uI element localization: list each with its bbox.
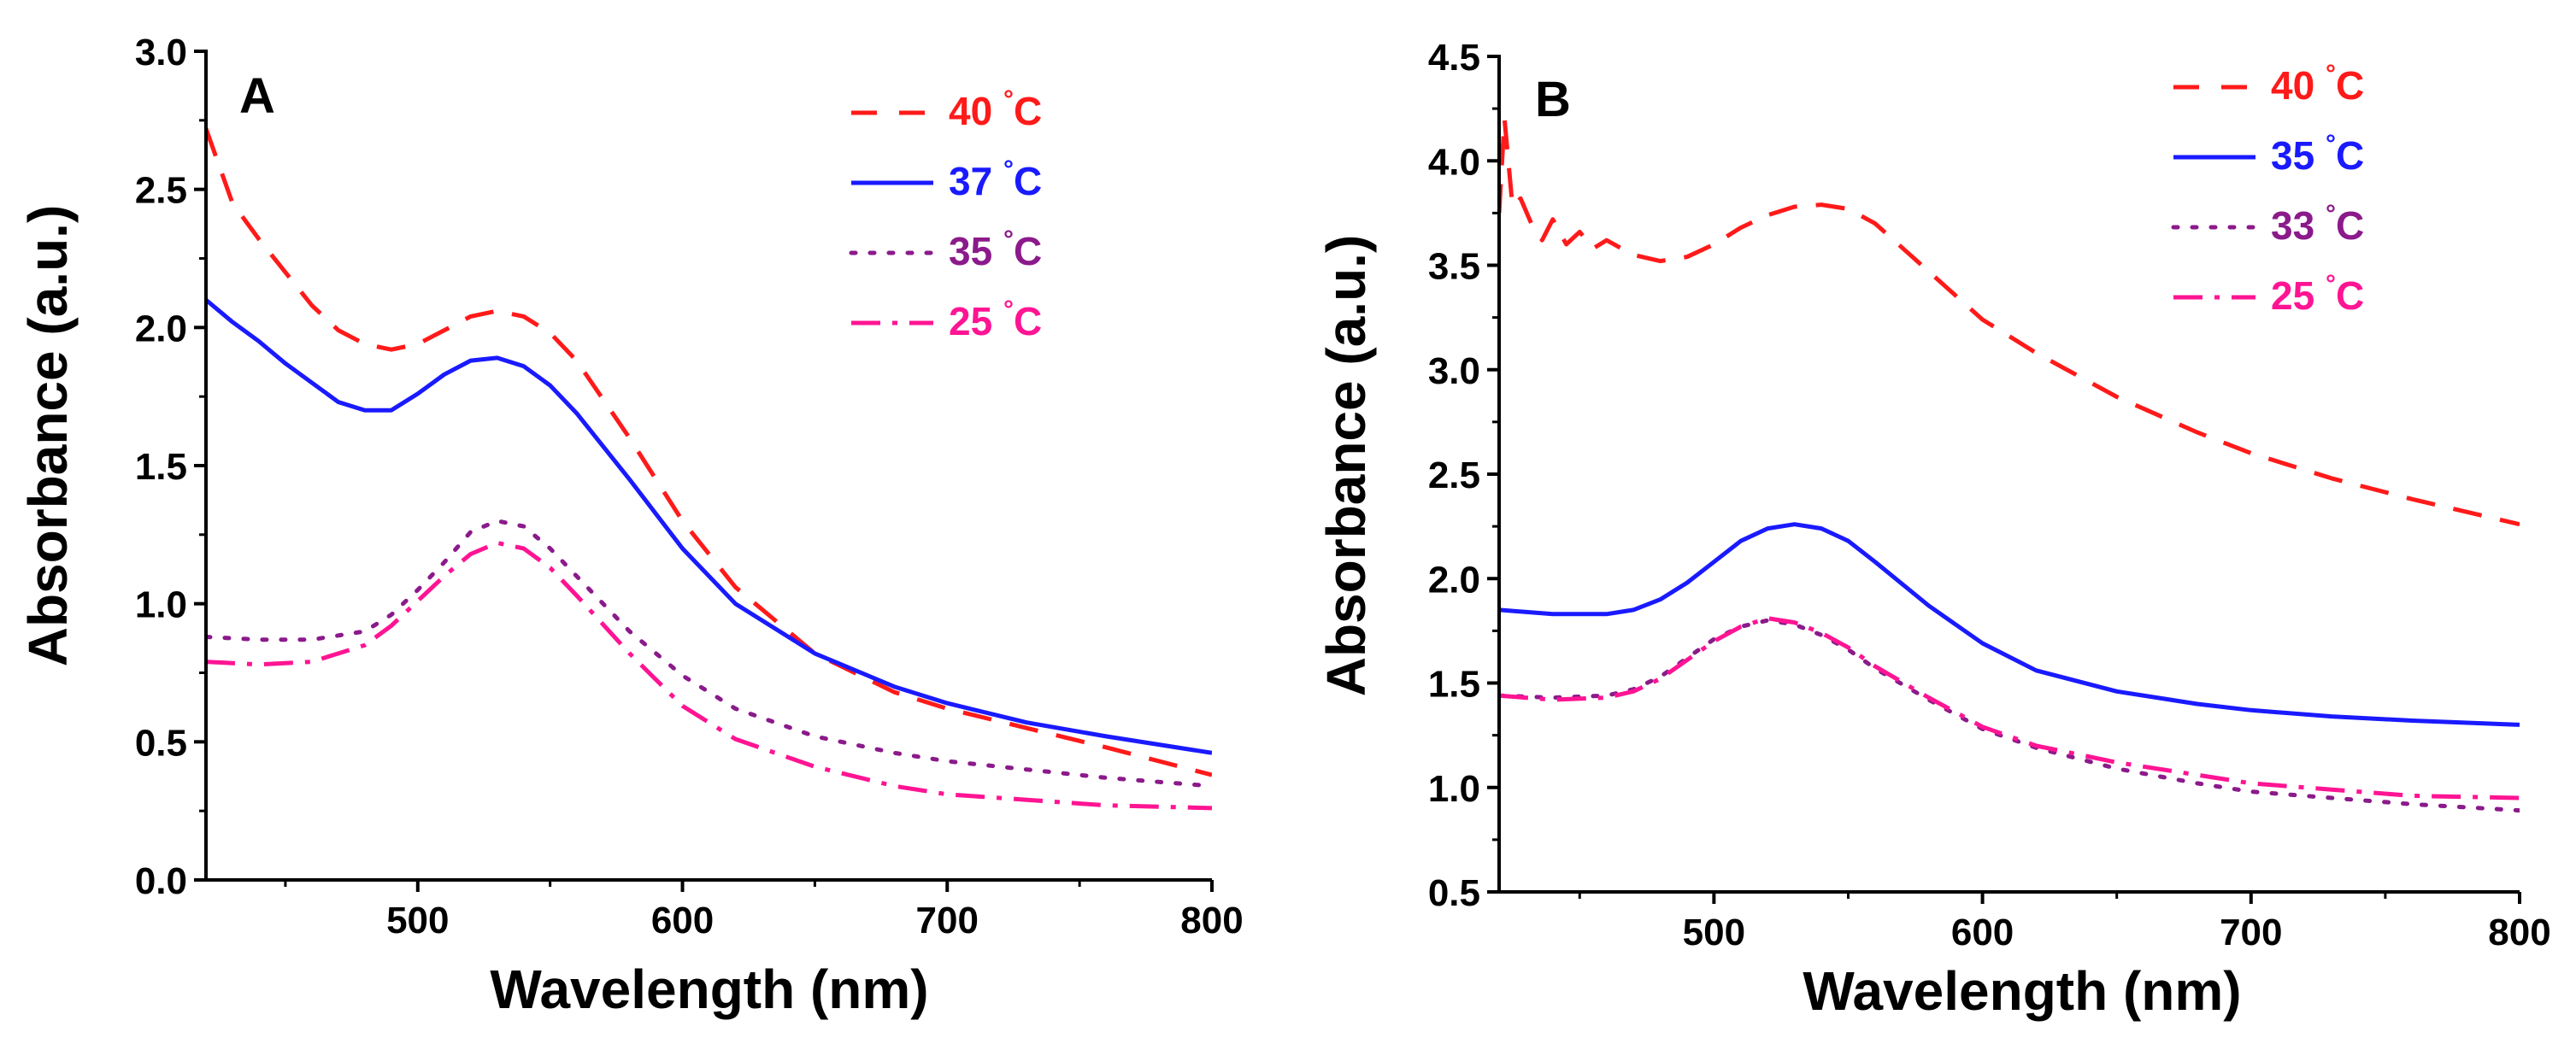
panel-a-series bbox=[206, 127, 1212, 811]
panel-a-x-tick-label: 800 bbox=[1180, 900, 1243, 941]
panel-b-y-tick-label: 4.0 bbox=[1428, 141, 1480, 183]
panel-b-y-tick-label: 3.5 bbox=[1428, 246, 1480, 288]
panel-a-x-axis-title: Wavelength (nm) bbox=[490, 959, 928, 1020]
panel-b-series-25c-line bbox=[1499, 616, 2520, 800]
panel-b-y-axis-title: Absorbance (a.u.) bbox=[1315, 235, 1377, 697]
panel-b-y-tick-label: 4.5 bbox=[1428, 37, 1480, 79]
panel-b-y-tick-label: 1.5 bbox=[1428, 664, 1480, 706]
panel-b-legend: 40 °C 35 °C 33 °C 25 °C bbox=[2171, 60, 2364, 318]
panel-b-y-tick-label: 3.0 bbox=[1428, 350, 1480, 392]
panel-a-legend-label-35c: 35 °C bbox=[949, 226, 1042, 273]
panel-a-y-tick-label: 1.0 bbox=[135, 584, 187, 626]
panel-a-series-40c-line bbox=[206, 127, 1212, 777]
panel-b-y-tick-label: 2.0 bbox=[1428, 559, 1480, 601]
chart-panel-a: 0.0 0.5 1.0 1.5 2.0 2.5 3.0 500 600 700 800 A Wave… bbox=[17, 32, 1244, 1020]
panel-b-x-axis-title: Wavelength (nm) bbox=[1803, 960, 2241, 1022]
panel-b-x-tick-label: 600 bbox=[1951, 912, 2014, 953]
panel-b-y-tick-label: 0.5 bbox=[1428, 872, 1480, 914]
panel-a-x-tick-label: 700 bbox=[916, 900, 979, 941]
panel-a-series-37c-line bbox=[206, 298, 1212, 755]
panel-a-y-tick-label: 2.0 bbox=[135, 308, 187, 349]
panel-b-legend-label-33c: 33 °C bbox=[2271, 200, 2364, 248]
panel-a-legend-label-25c: 25 °C bbox=[949, 296, 1042, 343]
panel-a-y-tick-label: 3.0 bbox=[135, 32, 187, 73]
panel-b-x-tick-label: 700 bbox=[2220, 912, 2282, 953]
panel-a-y-axis-title: Absorbance (a.u.) bbox=[17, 205, 79, 667]
panel-b-series-35c-line bbox=[1499, 522, 2520, 727]
panel-b-y-tick-label: 1.0 bbox=[1428, 768, 1480, 810]
panel-a-series-25c-line bbox=[206, 541, 1212, 811]
panel-a-series-35c-line bbox=[206, 519, 1212, 789]
panel-b-x-tick-label: 500 bbox=[1683, 912, 1745, 953]
panel-b-series-40c-line bbox=[1499, 116, 2520, 527]
panel-a-x-tick-label: 600 bbox=[651, 900, 714, 941]
panel-a-legend-label-40c: 40 °C bbox=[949, 85, 1042, 133]
panel-a-legend: 40 °C 37 °C 35 °C 25 °C bbox=[849, 85, 1042, 343]
panel-a-y-tick-label: 0.0 bbox=[135, 860, 187, 902]
panel-a-ticks: 0.0 0.5 1.0 1.5 2.0 2.5 3.0 500 600 700 800 bbox=[135, 32, 1244, 941]
panel-a-legend-label-37c: 37 °C bbox=[949, 155, 1042, 203]
panel-a-y-tick-label: 1.5 bbox=[135, 446, 187, 488]
panel-a-x-tick-label: 500 bbox=[386, 900, 449, 941]
panel-b-legend-label-35c: 35 °C bbox=[2271, 130, 2364, 178]
panel-a-y-tick-label: 0.5 bbox=[135, 722, 187, 764]
panel-a-y-tick-label: 2.5 bbox=[135, 170, 187, 212]
panel-b-ticks: 0.5 1.0 1.5 2.0 2.5 3.0 3.5 4.0 4.5 500 600 700 800 bbox=[1428, 37, 2551, 953]
panel-b-letter: B bbox=[1535, 72, 1571, 127]
panel-b-y-tick-label: 2.5 bbox=[1428, 454, 1480, 496]
panel-b-series bbox=[1499, 116, 2520, 813]
panel-b-legend-label-40c: 40 °C bbox=[2271, 60, 2364, 108]
panel-b-legend-label-25c: 25 °C bbox=[2271, 270, 2364, 318]
panel-b-x-tick-label: 800 bbox=[2488, 912, 2550, 953]
panel-a-letter: A bbox=[239, 68, 275, 124]
